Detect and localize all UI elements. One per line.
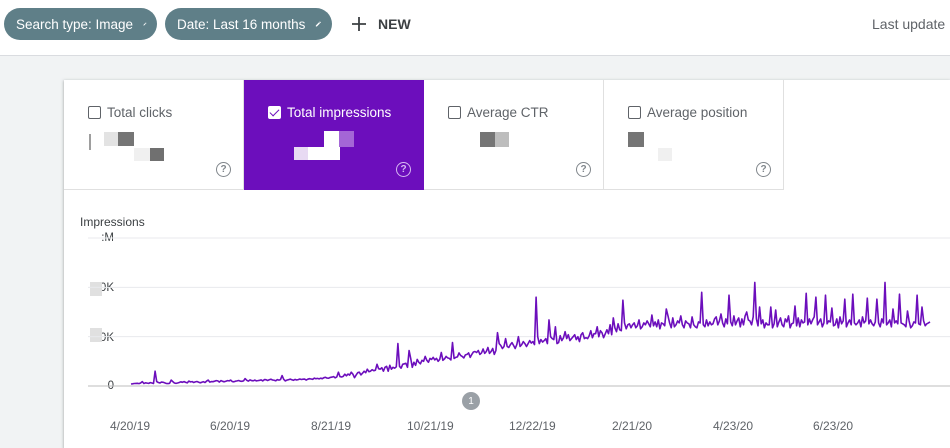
date-label: Date: Last 16 months [177,16,306,32]
metric-total-clicks[interactable]: Total clicks ? [64,80,244,190]
metric-label: Total clicks [107,105,173,120]
metric-average-position[interactable]: Average position ? [604,80,784,190]
metric-value-redacted [448,128,538,162]
help-icon[interactable]: ? [756,162,771,177]
filter-bar: Search type: Image Date: Last 16 months … [0,0,950,56]
metric-label: Average CTR [467,105,549,120]
search-type-chip[interactable]: Search type: Image [4,8,157,40]
x-tick-label: 10/21/19 [407,419,454,433]
edit-pencil-icon [316,21,322,27]
new-filter-button[interactable]: NEW [350,8,411,40]
edit-pencil-icon [143,22,147,26]
x-tick-label: 4/23/20 [713,419,754,433]
help-icon[interactable]: ? [216,162,231,177]
date-chip[interactable]: Date: Last 16 months [165,8,332,40]
redaction-block [90,282,102,296]
metric-average-ctr[interactable]: Average CTR ? [424,80,604,190]
impressions-line-chart [88,237,950,387]
metric-total-impressions[interactable]: Total impressions ? [244,80,424,190]
metric-label: Average position [647,105,748,120]
new-filter-label: NEW [378,16,411,32]
help-icon[interactable]: ? [396,162,411,177]
checkbox-average-ctr[interactable] [448,106,461,119]
annotation-marker[interactable]: 1 [462,392,480,410]
chart-y-axis-title: Impressions [80,215,145,229]
x-tick-label: 2/21/20 [612,419,653,433]
impressions-series-line [130,281,931,385]
checkbox-total-impressions[interactable] [268,106,281,119]
x-tick-label: 6/20/19 [210,419,251,433]
plus-icon [352,17,366,31]
checkbox-total-clicks[interactable] [88,106,101,119]
last-updated-text: Last update [872,16,946,32]
metric-value-redacted [88,128,178,162]
performance-card: Total clicks ? Total impressions ? Avera… [64,80,950,448]
metric-label: Total impressions [287,105,392,120]
x-tick-label: 4/20/19 [110,419,151,433]
x-tick-label: 6/23/20 [813,419,854,433]
checkbox-average-position[interactable] [628,106,641,119]
metric-value-redacted [268,128,358,162]
help-icon[interactable]: ? [576,162,591,177]
x-tick-label: 12/22/19 [509,419,556,433]
y-tick-label: 0K [99,282,114,294]
x-tick-label: 8/21/19 [311,419,352,433]
redaction-block [90,328,102,342]
metric-value-redacted [628,128,718,162]
search-type-label: Search type: Image [16,16,134,32]
